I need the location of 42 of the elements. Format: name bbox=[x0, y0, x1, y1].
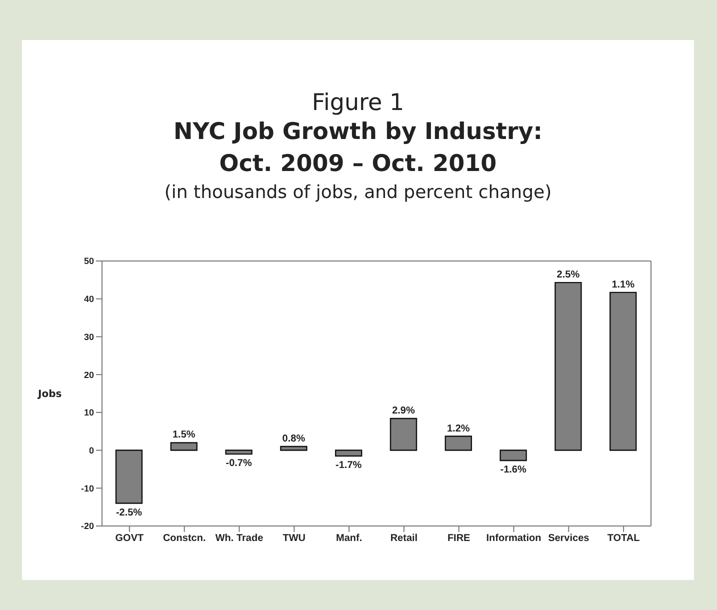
annotation: 1.1% bbox=[612, 279, 635, 290]
bar bbox=[444, 436, 472, 451]
annotation: -1.7% bbox=[336, 460, 362, 471]
chart-title: NYC Job Growth by Industry: Oct. 2009 – Oct. 2010 bbox=[172, 118, 544, 179]
y-tick-label: 50 bbox=[84, 256, 94, 266]
x-tick-label: Constcn. bbox=[162, 533, 206, 544]
bar bbox=[225, 450, 252, 455]
bar bbox=[554, 282, 582, 451]
chart-subtitle: (in thousands of jobs, and percent change) bbox=[163, 182, 553, 203]
y-tick-label: 40 bbox=[84, 294, 94, 304]
y-tick-label: 10 bbox=[84, 408, 94, 418]
bar bbox=[500, 450, 527, 462]
bar bbox=[335, 450, 362, 457]
bar bbox=[280, 446, 308, 451]
bar bbox=[390, 418, 418, 451]
annotation: 0.8% bbox=[282, 434, 306, 444]
annotation: 2.5% bbox=[556, 270, 580, 281]
annotation: -0.7% bbox=[226, 458, 252, 470]
y-tick-label: -20 bbox=[80, 521, 94, 532]
x-tick-label: Services bbox=[548, 533, 590, 544]
bar bbox=[610, 292, 637, 451]
y-tick-label: 30 bbox=[84, 332, 94, 342]
x-tick-label: TOTAL bbox=[607, 533, 640, 544]
annotation: 2.9% bbox=[392, 405, 416, 416]
x-tick-label: Wh. Trade bbox=[215, 533, 264, 544]
annotation: -1.6% bbox=[500, 464, 526, 476]
x-tick-label: TWU bbox=[282, 533, 306, 544]
caption: Figure 1 bbox=[310, 90, 406, 116]
x-tick-label: GOVT bbox=[115, 533, 144, 544]
x-tick-label: Retail bbox=[390, 533, 418, 544]
y-tick-label: -10 bbox=[80, 483, 94, 494]
annotation: 1.2% bbox=[447, 423, 470, 434]
y-axis-title: Jobs bbox=[37, 389, 62, 400]
bar bbox=[170, 442, 198, 451]
y-tick-label: 0 bbox=[88, 445, 94, 456]
bar bbox=[115, 450, 143, 504]
annotation: -2.5% bbox=[116, 507, 142, 518]
y-tick-label: 20 bbox=[84, 370, 94, 380]
annotation: 1.5% bbox=[172, 430, 196, 441]
x-tick-label: Information bbox=[486, 533, 542, 544]
x-tick-label: FIRE bbox=[447, 533, 471, 544]
x-tick-label: Manf. bbox=[336, 533, 362, 544]
